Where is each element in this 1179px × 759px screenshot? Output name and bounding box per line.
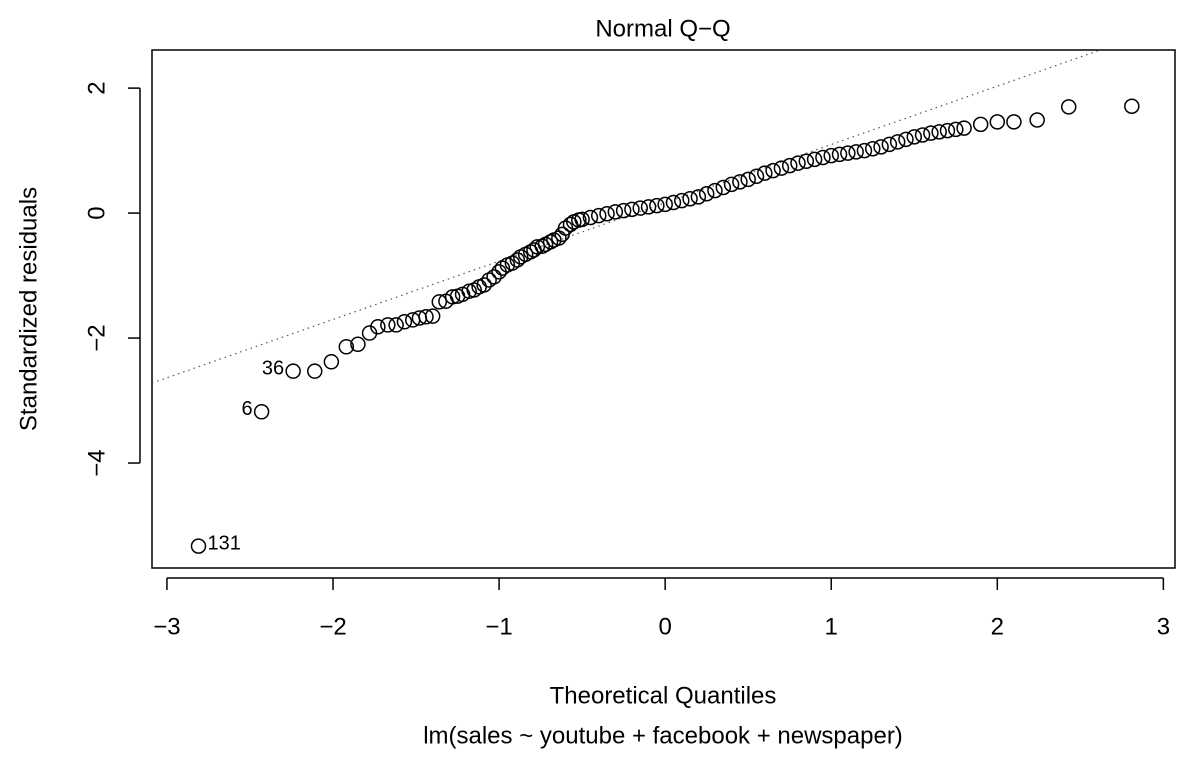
data-point xyxy=(873,139,889,155)
data-point xyxy=(476,277,492,293)
x-axis-title: Theoretical Quantiles xyxy=(550,682,777,709)
data-point xyxy=(698,185,715,202)
data-point xyxy=(590,207,607,224)
data-point xyxy=(542,234,559,250)
data-point xyxy=(431,294,448,310)
data-point xyxy=(931,124,947,140)
data-point xyxy=(989,114,1006,130)
data-point xyxy=(906,129,923,145)
data-point xyxy=(323,354,340,370)
data-point xyxy=(972,116,989,133)
data-point xyxy=(624,201,640,218)
data-point xyxy=(765,162,781,179)
y-tick-label: 2 xyxy=(83,81,110,94)
data-point xyxy=(715,179,732,196)
data-point xyxy=(338,339,355,355)
data-point xyxy=(632,200,648,216)
data-point xyxy=(674,192,690,209)
data-point xyxy=(657,196,673,213)
data-point xyxy=(865,140,881,157)
data-point xyxy=(607,204,624,220)
data-point xyxy=(790,155,806,171)
data-point xyxy=(551,230,567,246)
data-point xyxy=(956,120,972,136)
y-tick-label: 0 xyxy=(83,206,110,219)
data-point xyxy=(388,317,404,333)
data-point xyxy=(370,319,386,335)
data-point xyxy=(690,189,707,205)
data-point xyxy=(529,239,546,255)
data-point xyxy=(840,145,856,161)
data-point xyxy=(856,142,873,159)
data-point xyxy=(823,147,839,164)
data-point xyxy=(881,136,898,153)
data-point xyxy=(914,127,931,143)
data-point xyxy=(707,182,723,199)
data-point xyxy=(649,197,665,214)
chart-title: Normal Q−Q xyxy=(595,15,730,42)
data-point xyxy=(732,174,748,190)
point-label: 6 xyxy=(241,398,252,420)
data-point xyxy=(574,211,590,228)
y-axis-title: Standardized residuals xyxy=(15,187,42,431)
x-tick-label: 3 xyxy=(1157,613,1170,640)
data-point xyxy=(889,134,906,150)
y-tick-label: −4 xyxy=(83,449,110,476)
x-tick-label: 0 xyxy=(658,613,671,640)
data-point xyxy=(1029,112,1045,128)
point-label: 131 xyxy=(208,532,241,554)
data-point xyxy=(615,202,632,219)
x-tick-label: −1 xyxy=(485,613,512,640)
data-point xyxy=(773,160,790,176)
x-tick-label: −3 xyxy=(153,613,180,640)
data-point xyxy=(509,252,526,268)
data-point xyxy=(380,317,396,333)
data-point xyxy=(599,205,615,222)
data-point xyxy=(444,289,461,305)
data-point xyxy=(1006,114,1022,130)
data-point xyxy=(948,121,964,138)
data-point xyxy=(923,125,939,141)
data-point xyxy=(723,176,740,193)
data-point xyxy=(1124,98,1140,114)
data-point xyxy=(424,308,441,324)
data-point xyxy=(582,209,599,226)
data-point xyxy=(285,363,301,379)
point-label: 36 xyxy=(262,357,284,379)
data-point xyxy=(534,238,551,254)
data-point xyxy=(939,122,956,139)
data-point xyxy=(640,199,657,215)
data-point xyxy=(665,194,682,211)
data-point xyxy=(748,168,765,184)
x-tick-label: 2 xyxy=(991,613,1004,640)
data-point xyxy=(848,144,864,160)
data-point xyxy=(396,314,413,330)
data-point xyxy=(418,309,434,325)
data-point xyxy=(1060,99,1077,115)
subtitle: lm(sales ~ youtube + facebook + newspape… xyxy=(423,722,903,749)
plot-area xyxy=(152,50,1140,554)
x-tick-label: 1 xyxy=(825,613,838,640)
data-point xyxy=(781,157,798,174)
data-point xyxy=(831,146,848,163)
data-point xyxy=(307,363,323,379)
x-tick-label: −2 xyxy=(319,613,346,640)
data-point xyxy=(253,404,270,420)
data-point xyxy=(798,153,815,169)
plot-box xyxy=(151,49,1176,569)
data-point xyxy=(757,165,773,181)
data-point xyxy=(806,151,823,168)
data-point xyxy=(815,149,831,166)
data-point xyxy=(740,171,756,188)
y-tick-label: −2 xyxy=(83,324,110,351)
data-point xyxy=(682,190,698,207)
data-point xyxy=(350,336,366,353)
data-point xyxy=(190,538,207,554)
data-point xyxy=(898,131,914,148)
data-point xyxy=(486,269,502,285)
